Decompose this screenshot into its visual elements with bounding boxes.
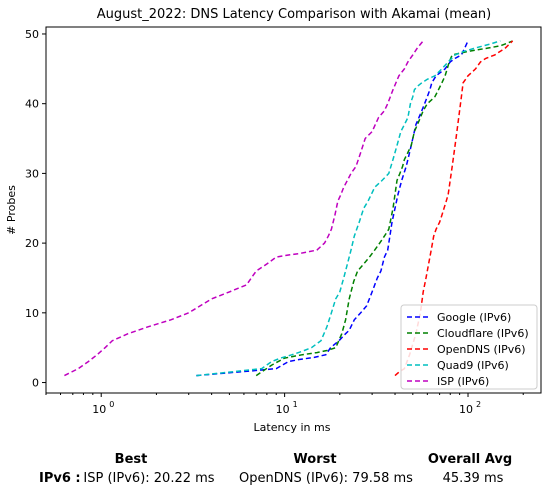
avg-value: 45.39 ms bbox=[442, 471, 504, 486]
series-line bbox=[394, 40, 514, 377]
series-layer bbox=[64, 40, 514, 377]
x-tick-label: 10 bbox=[459, 403, 473, 416]
x-axis-label: Latency in ms bbox=[254, 421, 331, 434]
series-line bbox=[196, 40, 501, 377]
worst-header: Worst bbox=[293, 452, 337, 467]
chart-title: August_2022: DNS Latency Comparison with… bbox=[97, 7, 491, 22]
best-header: Best bbox=[114, 452, 148, 467]
legend-entry: ISP (IPv6) bbox=[437, 375, 489, 388]
x-tick-label: 10 bbox=[92, 403, 106, 416]
x-axis: 10 0 10 1 10 2 bbox=[45, 393, 524, 416]
x-tick-exponent: 2 bbox=[476, 400, 481, 409]
series-line bbox=[64, 40, 424, 377]
legend: Google (IPv6) Cloudflare (IPv6) OpenDNS (I… bbox=[400, 304, 538, 390]
x-tick-exponent: 0 bbox=[109, 400, 114, 409]
series-line bbox=[255, 40, 513, 377]
latency-chart: August_2022: DNS Latency Comparison with… bbox=[5, 7, 542, 434]
x-tick-label: 10 bbox=[276, 403, 290, 416]
stats-summary: Best Worst Overall Avg IPv6 : ISP (IPv6)… bbox=[0, 450, 548, 496]
x-tick-exponent: 1 bbox=[293, 400, 298, 409]
y-tick-label: 20 bbox=[25, 237, 39, 250]
avg-header: Overall Avg bbox=[427, 452, 513, 467]
legend-entry: Quad9 (IPv6) bbox=[437, 359, 509, 372]
y-tick-label: 0 bbox=[32, 377, 39, 390]
y-tick-label: 40 bbox=[25, 98, 39, 111]
y-tick-label: 10 bbox=[25, 307, 39, 320]
legend-entry: OpenDNS (IPv6) bbox=[437, 343, 526, 356]
y-tick-label: 50 bbox=[25, 28, 39, 41]
ipv6-row-label: IPv6 : bbox=[39, 471, 81, 486]
worst-value: OpenDNS (IPv6): 79.58 ms bbox=[239, 471, 413, 486]
y-axis: 0 10 20 30 40 50 bbox=[25, 28, 46, 390]
legend-entry: Google (IPv6) bbox=[437, 311, 511, 324]
legend-box bbox=[400, 304, 538, 390]
plot-area bbox=[45, 26, 542, 394]
best-value: ISP (IPv6): 20.22 ms bbox=[83, 471, 215, 486]
series-line bbox=[196, 40, 469, 377]
y-tick-label: 30 bbox=[25, 167, 39, 180]
y-axis-label: # Probes bbox=[5, 185, 18, 235]
legend-entry: Cloudflare (IPv6) bbox=[437, 327, 529, 340]
